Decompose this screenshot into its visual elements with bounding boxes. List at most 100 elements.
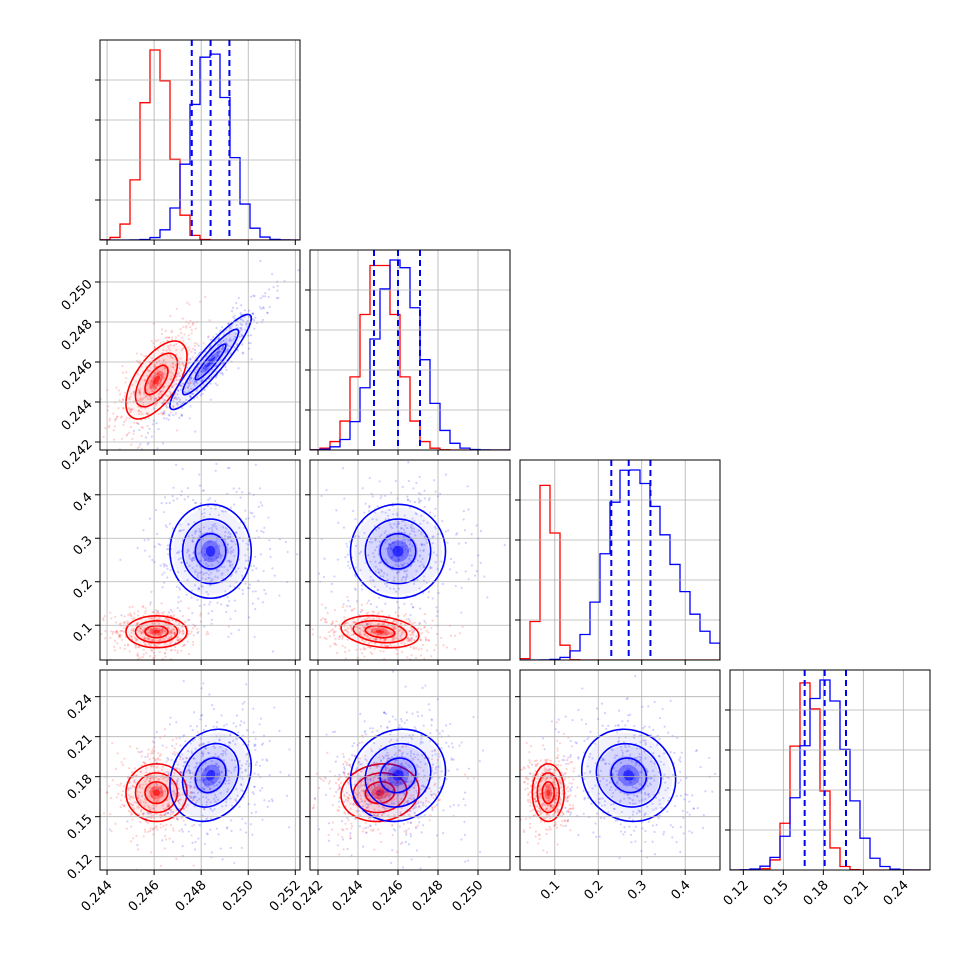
scatter-point — [279, 771, 282, 774]
scatter-point — [249, 823, 252, 826]
scatter-point — [416, 777, 419, 780]
scatter-point — [387, 768, 390, 772]
scatter-point — [391, 639, 394, 642]
scatter-point — [535, 764, 538, 767]
scatter-point — [559, 786, 562, 789]
scatter-point — [368, 816, 372, 819]
scatter-point — [104, 629, 107, 633]
scatter-point — [184, 740, 187, 743]
scatter-point — [146, 812, 150, 815]
scatter-point — [132, 837, 135, 840]
scatter-point — [217, 561, 220, 564]
scatter-point — [438, 755, 441, 758]
scatter-point — [253, 785, 256, 788]
scatter-point — [230, 632, 233, 635]
scatter-point — [159, 638, 162, 641]
scatter-point — [358, 741, 361, 745]
scatter-point — [127, 794, 131, 797]
scatter-point — [239, 317, 242, 321]
scatter-point — [192, 634, 195, 637]
scatter-point — [338, 635, 341, 638]
scatter-point — [199, 502, 202, 505]
scatter-point — [318, 572, 321, 575]
scatter-point — [206, 817, 209, 820]
scatter-point — [550, 774, 553, 777]
scatter-point — [421, 563, 424, 566]
scatter-point — [191, 566, 194, 570]
scatter-point — [358, 760, 361, 763]
scatter-point — [204, 369, 207, 372]
scatter-point — [383, 572, 386, 575]
scatter-point — [358, 633, 361, 636]
scatter-point — [360, 608, 363, 611]
scatter-point — [563, 732, 566, 735]
scatter-point — [160, 785, 163, 788]
scatter-point — [167, 803, 170, 806]
scatter-point — [179, 772, 182, 776]
scatter-point — [254, 607, 257, 611]
scatter-point — [174, 412, 178, 415]
scatter-point — [343, 628, 347, 632]
scatter-point — [431, 754, 434, 757]
scatter-point — [124, 620, 127, 623]
scatter-point — [523, 781, 526, 784]
scatter-point — [394, 560, 397, 563]
scatter-point — [403, 793, 406, 796]
scatter-point — [367, 826, 370, 829]
scatter-point — [348, 649, 351, 652]
scatter-point — [181, 644, 184, 648]
scatter-point — [168, 837, 171, 840]
scatter-point — [402, 520, 405, 523]
scatter-point — [241, 589, 244, 592]
scatter-point — [394, 759, 397, 762]
scatter-point — [153, 560, 156, 564]
scatter-point — [550, 776, 553, 779]
scatter-point — [373, 808, 376, 811]
scatter-point — [372, 792, 376, 796]
scatter-point — [478, 760, 481, 763]
scatter-point — [422, 724, 425, 727]
scatter-point — [150, 357, 154, 360]
scatter-point — [160, 332, 163, 336]
scatter-point — [254, 810, 258, 814]
scatter-point — [429, 567, 432, 570]
scatter-point — [252, 564, 256, 568]
scatter-point — [373, 785, 377, 788]
scatter-point — [409, 821, 413, 824]
scatter-point — [425, 796, 428, 800]
scatter-point — [235, 490, 238, 494]
scatter-point — [221, 526, 225, 529]
scatter-point — [563, 778, 566, 782]
scatter-point — [150, 816, 153, 819]
scatter-point — [388, 631, 391, 634]
scatter-point — [241, 574, 244, 577]
scatter-point — [196, 342, 199, 345]
scatter-point — [205, 590, 208, 594]
scatter-point — [151, 389, 154, 392]
scatter-point — [149, 829, 152, 833]
scatter-point — [267, 800, 271, 803]
scatter-point — [215, 773, 219, 776]
scatter-point — [141, 398, 145, 401]
scatter-point — [420, 542, 423, 546]
scatter-point — [395, 619, 398, 623]
scatter-point — [163, 565, 166, 568]
scatter-point — [452, 803, 456, 807]
scatter-point — [188, 771, 192, 775]
scatter-point — [231, 563, 234, 566]
scatter-point — [396, 850, 399, 854]
scatter-point — [215, 527, 218, 531]
scatter-point — [406, 527, 409, 530]
scatter-point — [209, 507, 213, 510]
scatter-point — [380, 643, 383, 647]
scatter-point — [419, 788, 422, 791]
scatter-point — [362, 827, 365, 830]
scatter-point — [193, 625, 196, 628]
scatter-point — [141, 629, 144, 632]
scatter-point — [450, 757, 453, 760]
scatter-point — [381, 575, 385, 578]
scatter-point — [430, 793, 433, 796]
scatter-point — [362, 789, 365, 792]
scatter-point — [241, 343, 244, 346]
scatter-point — [138, 428, 141, 432]
